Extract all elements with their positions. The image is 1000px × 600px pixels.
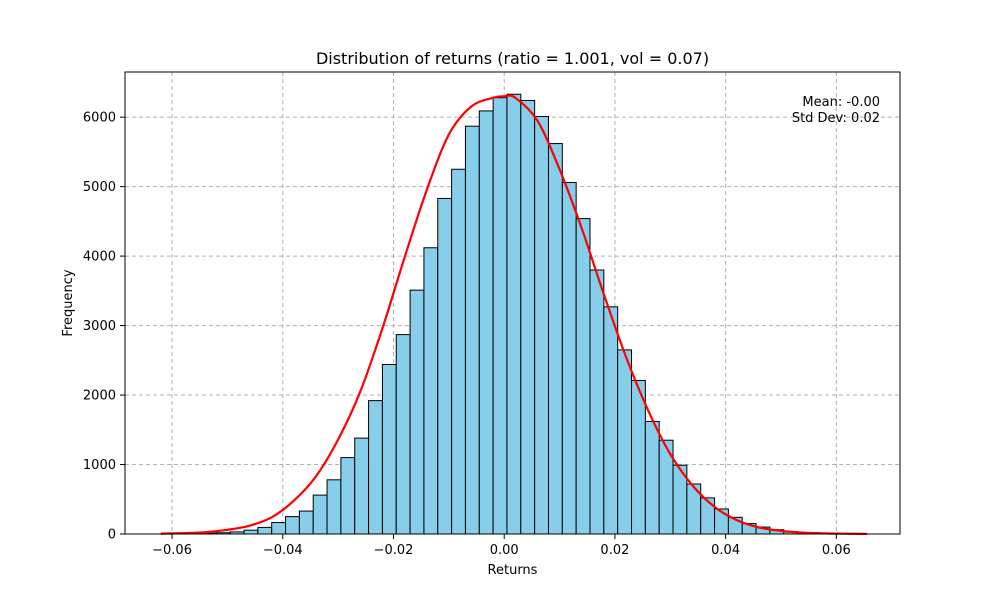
y-tick-label: 0 <box>108 528 116 543</box>
x-tick-label: 0.04 <box>711 543 740 558</box>
plot-frame <box>124 71 901 535</box>
y-tick-label: 1000 <box>83 458 116 473</box>
histogram-bar <box>644 420 660 535</box>
std-dev-annotation: Std Dev: 0.02 <box>792 111 880 126</box>
x-axis-ticks: −0.06 −0.04 −0.02 0.00 0.02 0.04 0.06 <box>152 534 851 558</box>
x-axis-label: Returns <box>488 563 538 578</box>
kde-curve <box>160 94 867 535</box>
histogram-bar <box>409 289 425 535</box>
histogram-bar <box>631 379 646 535</box>
histogram-bar <box>547 143 563 535</box>
histogram-bar <box>561 181 577 535</box>
histogram-bar <box>340 457 356 535</box>
y-tick-label: 4000 <box>83 250 116 265</box>
y-tick-label: 2000 <box>83 389 116 404</box>
kde-curve-layer <box>160 94 867 535</box>
histogram-bar <box>285 516 300 535</box>
chart-title: Distribution of returns (ratio = 1.001, … <box>316 49 709 68</box>
histogram-bar <box>451 168 466 535</box>
histogram-bar <box>312 494 328 535</box>
y-tick-label: 5000 <box>83 180 116 195</box>
histogram-bar <box>437 197 453 535</box>
histogram-bar <box>243 529 259 535</box>
histogram-bar <box>589 269 605 535</box>
y-axis-label: Frequency <box>61 269 76 336</box>
histogram-bar <box>506 93 522 535</box>
y-tick-label: 3000 <box>83 319 116 334</box>
histogram-bar <box>700 497 716 535</box>
histogram-bar <box>271 522 287 535</box>
histogram-bar <box>492 97 508 535</box>
histogram-bar <box>368 400 383 535</box>
y-axis-ticks: 0 1000 2000 3000 4000 5000 6000 <box>83 111 125 543</box>
histogram-bar <box>257 526 273 535</box>
histogram-bar <box>478 110 494 535</box>
histogram-bar <box>298 510 314 535</box>
y-tick-label: 6000 <box>83 111 116 126</box>
histogram-bar <box>326 479 342 535</box>
x-tick-label: −0.04 <box>263 543 303 558</box>
histogram-bar <box>603 306 619 535</box>
histogram-bar <box>520 99 536 535</box>
histogram-bar <box>423 247 439 535</box>
histogram-bar <box>395 334 411 535</box>
x-tick-label: 0.02 <box>600 543 629 558</box>
x-tick-label: −0.02 <box>374 543 414 558</box>
histogram-bar <box>381 363 397 535</box>
histogram-bar <box>534 115 549 535</box>
histogram-bar <box>354 437 370 535</box>
histogram-bar <box>464 125 480 535</box>
x-tick-label: 0.00 <box>490 543 519 558</box>
x-tick-label: −0.06 <box>152 543 192 558</box>
mean-annotation: Mean: -0.00 <box>802 95 880 110</box>
histogram-bar <box>575 218 591 535</box>
histogram-bar <box>617 349 633 535</box>
x-tick-label: 0.06 <box>822 543 851 558</box>
